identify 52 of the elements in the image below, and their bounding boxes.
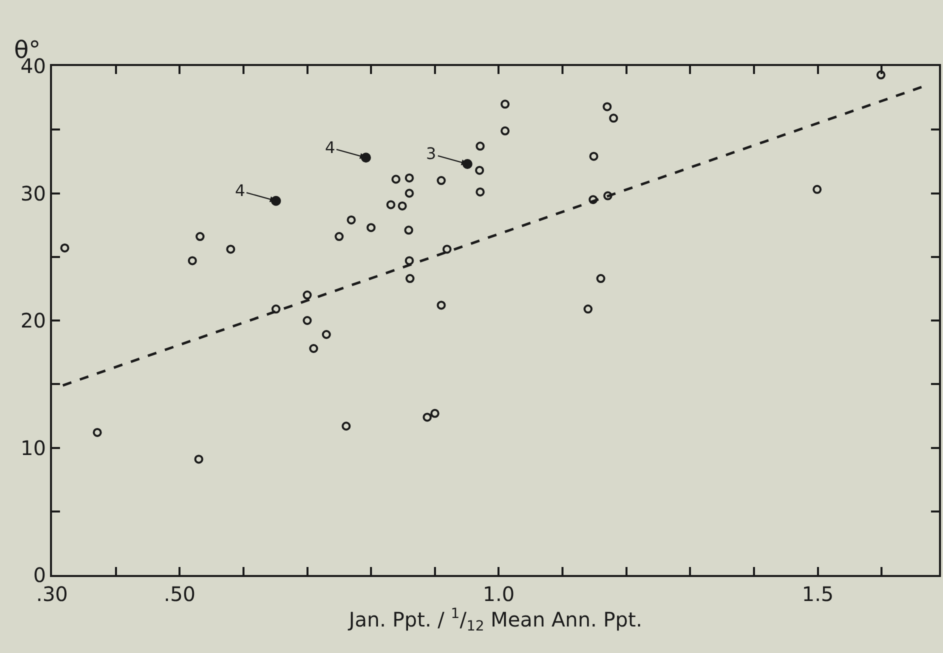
point [589,152,598,161]
annotation: 4 [325,138,336,157]
point [391,174,400,184]
point [346,215,356,224]
point [476,142,485,151]
point [436,300,446,310]
point [404,226,414,235]
point [596,274,606,284]
y-tick-label: 30 [20,181,46,206]
x-axis-title: Jan. Ppt. / $^{1}$/$_{12}$ Mean Ann. Ppt. [346,606,642,635]
point [588,195,598,204]
point [309,344,318,353]
point [422,412,432,422]
point [404,256,414,266]
point [430,408,440,418]
point [404,188,414,198]
point [442,244,452,254]
point [60,243,70,252]
point [342,422,351,431]
point [92,428,102,437]
x-tick-label: .50 [164,582,196,606]
point [602,102,612,112]
point [812,184,822,194]
point [436,176,446,186]
annotation: 4 [235,181,246,200]
x-tick-label: 1.0 [482,582,515,606]
point [196,232,205,242]
point [334,232,344,242]
point [398,201,407,210]
point [302,290,312,300]
y-tick-label: 10 [20,436,46,460]
point [322,330,331,339]
x-tick-label: 1.5 [802,582,834,606]
point [876,70,886,80]
point [500,126,510,136]
point [386,200,396,210]
point [226,244,236,254]
point [500,100,510,109]
point [476,187,485,196]
annotation: 3 [426,144,436,163]
point [609,114,618,123]
point [188,256,197,266]
point [475,166,484,175]
point [603,191,612,200]
point [404,173,414,182]
point [584,304,593,314]
y-tick-label: 20 [20,308,46,332]
point [194,454,204,464]
point [405,274,414,284]
point [302,316,312,325]
point [271,304,280,314]
point [366,223,376,232]
